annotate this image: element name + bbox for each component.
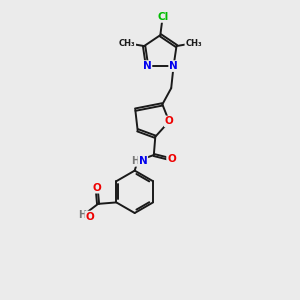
Text: O: O [92,183,101,193]
Text: O: O [85,212,94,221]
Text: N: N [139,156,147,166]
Text: CH₃: CH₃ [185,39,202,48]
Text: H: H [131,156,139,166]
Text: O: O [165,116,173,126]
Text: N: N [169,61,178,71]
Text: O: O [167,154,176,164]
Text: H: H [78,210,86,220]
Text: CH₃: CH₃ [119,39,135,48]
Text: N: N [143,61,152,71]
Text: Cl: Cl [157,12,168,22]
